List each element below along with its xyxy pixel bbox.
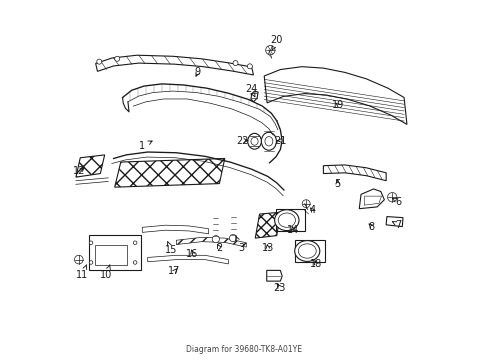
Polygon shape [359, 189, 384, 209]
Text: 9: 9 [194, 67, 201, 77]
Text: 15: 15 [164, 242, 177, 255]
Polygon shape [386, 217, 402, 226]
Circle shape [133, 241, 137, 244]
Text: 4: 4 [309, 206, 315, 216]
Text: 7: 7 [391, 220, 401, 230]
Circle shape [233, 60, 238, 66]
Text: 5: 5 [334, 179, 340, 189]
Ellipse shape [264, 136, 272, 146]
Circle shape [247, 64, 252, 69]
Text: 1: 1 [139, 141, 152, 151]
Text: 24: 24 [244, 84, 257, 97]
Text: 10: 10 [100, 265, 112, 280]
Ellipse shape [250, 137, 258, 145]
Ellipse shape [261, 132, 276, 150]
Text: 17: 17 [168, 266, 181, 276]
Ellipse shape [298, 244, 316, 258]
Circle shape [89, 261, 93, 264]
Polygon shape [147, 255, 228, 264]
Circle shape [302, 200, 309, 208]
Bar [276, 210, 305, 231]
Text: 19: 19 [331, 100, 343, 110]
Text: 8: 8 [368, 222, 374, 231]
Ellipse shape [294, 240, 319, 261]
Polygon shape [176, 237, 246, 247]
Circle shape [133, 261, 137, 264]
Text: Diagram for 39680-TK8-A01YE: Diagram for 39680-TK8-A01YE [186, 345, 302, 354]
Circle shape [115, 56, 120, 61]
Ellipse shape [278, 213, 295, 227]
Polygon shape [323, 165, 386, 181]
Polygon shape [142, 225, 208, 234]
Polygon shape [255, 212, 280, 238]
Circle shape [229, 234, 236, 242]
Text: 3: 3 [235, 237, 244, 253]
Text: 16: 16 [186, 248, 198, 258]
Text: 2: 2 [216, 243, 222, 253]
Polygon shape [264, 67, 406, 125]
Circle shape [74, 255, 83, 264]
Bar [88, 235, 140, 270]
Polygon shape [76, 155, 104, 177]
Polygon shape [96, 55, 253, 75]
Text: 22: 22 [236, 136, 248, 145]
Polygon shape [266, 270, 282, 281]
Circle shape [387, 193, 396, 202]
Text: 23: 23 [273, 283, 285, 293]
Circle shape [89, 241, 93, 244]
Circle shape [97, 59, 102, 64]
Bar [295, 240, 324, 262]
Text: 18: 18 [309, 259, 322, 269]
Text: 6: 6 [391, 197, 401, 207]
Text: 11: 11 [76, 265, 88, 280]
Circle shape [212, 235, 219, 243]
Polygon shape [115, 158, 224, 187]
Ellipse shape [247, 134, 261, 149]
Circle shape [265, 45, 274, 55]
Text: 12: 12 [73, 166, 85, 176]
Text: 20: 20 [270, 35, 283, 50]
Bar [94, 244, 126, 265]
Text: 14: 14 [286, 225, 299, 235]
Text: 21: 21 [274, 136, 286, 145]
Text: 13: 13 [261, 243, 273, 253]
Ellipse shape [274, 210, 298, 230]
